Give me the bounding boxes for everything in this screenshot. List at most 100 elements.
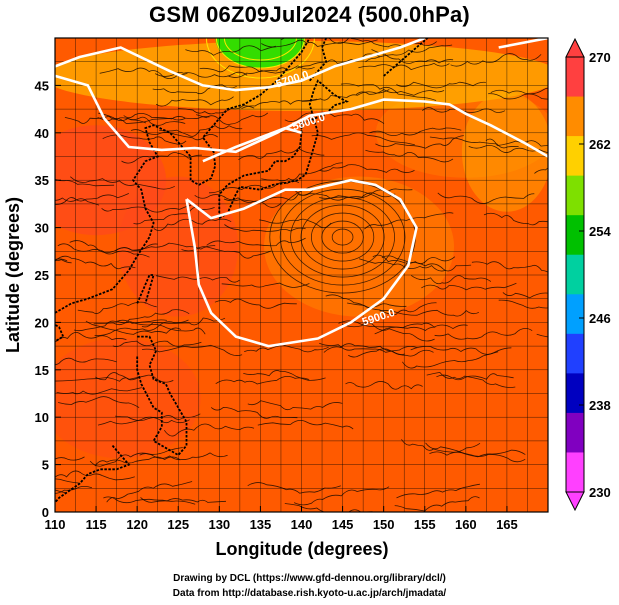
- streamline: [396, 81, 486, 89]
- colorbar-top-arrow: [565, 37, 585, 58]
- streamline: [94, 456, 181, 467]
- streamline: [261, 38, 350, 48]
- x-tick-label: 115: [86, 517, 107, 532]
- coastline-segment: [55, 38, 311, 314]
- streamline: [241, 98, 318, 109]
- colorbar-band: [566, 96, 584, 137]
- colorbar-tick-label: 270: [589, 50, 611, 65]
- streamline: [89, 447, 183, 467]
- x-tick-label: 110: [45, 517, 66, 532]
- streamline: [534, 167, 548, 174]
- x-tick-label: 145: [332, 517, 354, 532]
- colorbar-frame: [565, 56, 585, 493]
- streamline: [73, 319, 167, 332]
- streamline: [319, 164, 415, 173]
- y-tick-label: 45: [35, 78, 49, 93]
- colorbar-ticks: 270 262 254 246 238 230: [579, 50, 611, 500]
- streamline: [485, 138, 548, 147]
- streamline: [488, 93, 548, 100]
- streamline: [247, 482, 341, 494]
- streamline: [98, 112, 186, 126]
- streamline: [139, 452, 228, 461]
- streamline: [70, 176, 175, 190]
- streamline: [57, 396, 140, 408]
- streamline: [243, 370, 326, 381]
- streamline: [194, 194, 282, 208]
- streamline: [152, 84, 237, 95]
- streamline: [284, 503, 373, 512]
- streamline: [178, 105, 255, 115]
- x-tick-label: 125: [167, 517, 189, 532]
- streamline: [185, 45, 276, 56]
- streamline: [498, 299, 548, 309]
- streamline: [93, 309, 190, 326]
- colorbar-tick-label: 230: [589, 485, 611, 500]
- streamline: [55, 193, 129, 205]
- streamline: [123, 113, 210, 120]
- streamline: [215, 375, 310, 385]
- streamline: [55, 485, 93, 494]
- streamline: [437, 192, 535, 204]
- y-tick-label: 20: [35, 315, 49, 330]
- x-tick-label: 120: [126, 517, 148, 532]
- colorbar-bottom-arrow: [565, 491, 585, 512]
- warm-patch-south: [55, 338, 201, 459]
- map-title: GSM 06Z09Jul2024 (500.0hPa): [149, 2, 470, 27]
- streamline: [102, 134, 187, 145]
- streamline: [301, 89, 390, 102]
- streamline: [199, 65, 288, 73]
- streamline: [214, 298, 297, 309]
- streamline: [345, 381, 423, 390]
- streamline: [293, 189, 396, 201]
- streamline: [434, 328, 533, 340]
- y-axis-label: Latitude (degrees): [3, 197, 23, 353]
- streamline: [293, 486, 390, 506]
- streamline: [55, 357, 117, 366]
- streamline: [429, 136, 519, 149]
- y-tick-label: 30: [35, 221, 49, 236]
- streamline: [365, 149, 454, 163]
- streamline: [425, 442, 526, 463]
- streamline: [196, 112, 269, 125]
- x-tick-label: 155: [414, 517, 436, 532]
- streamline: [426, 371, 516, 388]
- streamline: [261, 162, 343, 182]
- contour-5700-north: [55, 38, 426, 92]
- colorbar-tick-label: 246: [589, 311, 611, 326]
- contour-5800: [202, 126, 302, 163]
- streamline: [153, 218, 232, 231]
- streamline: [97, 416, 190, 426]
- streamline: [55, 197, 100, 206]
- streamline: [358, 258, 446, 272]
- streamline: [396, 483, 480, 499]
- colorbar-band: [566, 57, 584, 98]
- streamline: [319, 342, 418, 353]
- streamline: [284, 112, 385, 125]
- y-tick-label: 0: [42, 505, 49, 520]
- y-tick-label: 5: [42, 458, 49, 473]
- streamline: [155, 96, 234, 107]
- colorbar-tick-label: 254: [589, 224, 611, 239]
- streamline: [490, 87, 548, 95]
- x-axis-label: Longitude (degrees): [215, 539, 388, 559]
- streamline: [311, 132, 415, 146]
- streamline: [436, 373, 514, 381]
- streamline: [421, 282, 517, 291]
- contour-5800-east: [498, 38, 548, 49]
- streamline: [381, 255, 472, 272]
- colorbar: 270 262 254 246 238 230: [565, 37, 611, 512]
- streamline: [364, 44, 453, 63]
- y-tick-label: 25: [35, 268, 49, 283]
- streamline: [259, 218, 332, 229]
- streamline: [55, 470, 135, 481]
- streamline: [364, 212, 454, 230]
- streamline: [85, 320, 182, 335]
- streamline: [55, 259, 72, 264]
- colorbar-band: [566, 136, 584, 177]
- colorbar-band: [566, 373, 584, 414]
- colorbar-tick-label: 238: [589, 398, 611, 413]
- streamline: [410, 346, 512, 355]
- y-tick-label: 35: [35, 173, 49, 188]
